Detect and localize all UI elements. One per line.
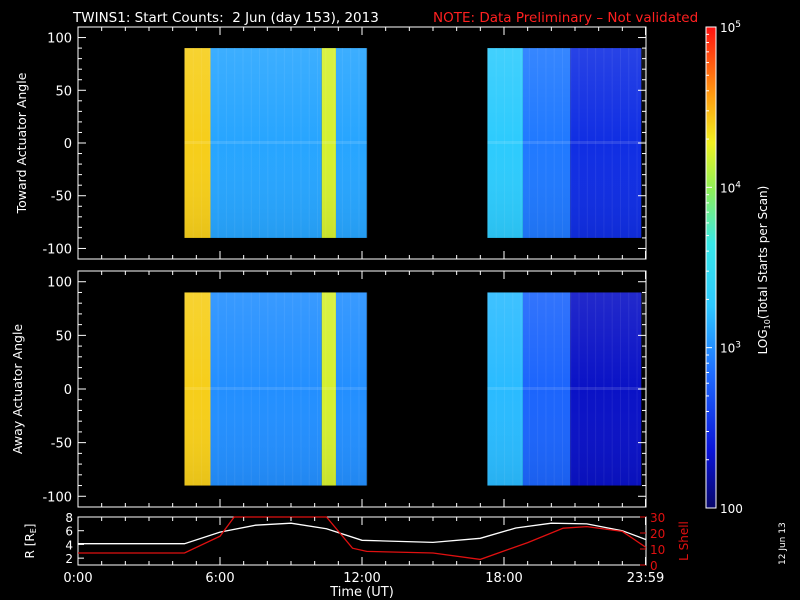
y-tick-label: -50 — [51, 437, 72, 452]
zero-angle-band — [184, 141, 367, 144]
y-tick-label: 50 — [55, 329, 72, 344]
x-axis: 0:00 6:00 12:00 18:00 23:59 — [63, 27, 664, 586]
colorbar-tick-label: 105 — [720, 20, 741, 35]
colorbar-tick-label: 103 — [720, 341, 741, 356]
x-tick-label: 6:00 — [205, 571, 234, 586]
l-shell-line — [78, 516, 647, 561]
panel-toward-yaxis: 100 50 0 -50 -100 — [42, 26, 646, 260]
heatmap-shading — [184, 292, 367, 486]
heatmap-shading — [487, 292, 646, 486]
orbit-y2-tick-label: 20 — [650, 527, 665, 541]
colorbar-label: LOG10(Total Starts per Scan) — [756, 186, 772, 355]
y-tick-label: 50 — [55, 84, 72, 99]
zero-angle-band — [184, 387, 367, 390]
heatmap-away — [184, 292, 646, 486]
x-tick-label: 0:00 — [63, 571, 92, 586]
orbit-y2-tick-label: 30 — [650, 511, 665, 525]
orbit-lines — [78, 516, 647, 561]
orbit-y2-tick-label: 10 — [650, 543, 665, 557]
zero-angle-band — [487, 387, 646, 390]
heatmap-toward — [184, 48, 646, 238]
scan-column-stripe — [366, 48, 368, 238]
bracket-close: ] — [23, 524, 37, 529]
y-tick-label: -50 — [51, 190, 72, 205]
orbit-lshell-label: L Shell — [677, 521, 691, 561]
tick-exponent: 3 — [735, 341, 741, 351]
r-distance-line — [78, 522, 647, 545]
panel-away-ylabel: Away Actuator Angle — [10, 324, 25, 455]
generation-date-stamp: 12 Jun 13 — [778, 522, 788, 565]
x-tick-label: 12:00 — [343, 571, 380, 586]
y-tick-label: -100 — [42, 242, 72, 257]
orbit-y-tick-label: 8 — [65, 511, 73, 525]
colorbar-tick-label: 100 — [720, 502, 743, 516]
colorbar-gradient — [705, 26, 717, 509]
panel-orbit-yaxis-right: 0 10 20 30 — [640, 511, 665, 573]
preliminary-note: NOTE: Data Preliminary – Not validated — [433, 10, 698, 26]
panel-toward: 100 50 0 -50 -100 Toward Actuator Angle — [14, 26, 647, 260]
panel-toward-ylabel: Toward Actuator Angle — [14, 72, 29, 214]
orbit-y-tick-label: 4 — [65, 538, 73, 552]
tick-base: 10 — [720, 342, 735, 356]
x-tick-label: 23:59 — [627, 571, 664, 586]
x-axis-label: Time (UT) — [329, 585, 394, 600]
tick-exponent: 4 — [735, 180, 741, 190]
orbit-y-tick-label: 6 — [65, 525, 73, 539]
colorbar-tick-label: 104 — [720, 180, 741, 195]
panel-away: 100 50 0 -50 -100 Away Actuator Angle — [10, 270, 647, 508]
orbit-r-label: R [RE] — [23, 524, 38, 559]
colorbar-label-subscript: 10 — [763, 319, 772, 329]
y-tick-label: 100 — [47, 32, 72, 47]
y-tick-label: 100 — [47, 276, 72, 291]
y-tick-label: 0 — [64, 383, 72, 398]
panel-away-yaxis: 100 50 0 -50 -100 — [42, 270, 646, 508]
scan-column-stripe — [366, 292, 368, 486]
heatmap-shading — [184, 48, 367, 238]
tick-base: 10 — [720, 181, 735, 195]
tick-exponent: 5 — [735, 20, 741, 30]
earth-subscript: E — [29, 528, 38, 533]
heatmap-shading — [487, 48, 646, 238]
figure-title: TWINS1: Start Counts: 2 Jun (day 153), 2… — [72, 10, 379, 26]
orbit-y2-tick-label: 0 — [650, 559, 658, 573]
y-tick-label: 0 — [64, 137, 72, 152]
y-tick-label: -100 — [42, 490, 72, 505]
colorbar-label-rest: (Total Starts per Scan) — [756, 186, 770, 320]
tick-base: 10 — [720, 21, 735, 35]
x-tick-label: 18:00 — [485, 571, 522, 586]
zero-angle-band — [487, 141, 646, 144]
orbit-y-tick-label: 2 — [65, 552, 73, 566]
